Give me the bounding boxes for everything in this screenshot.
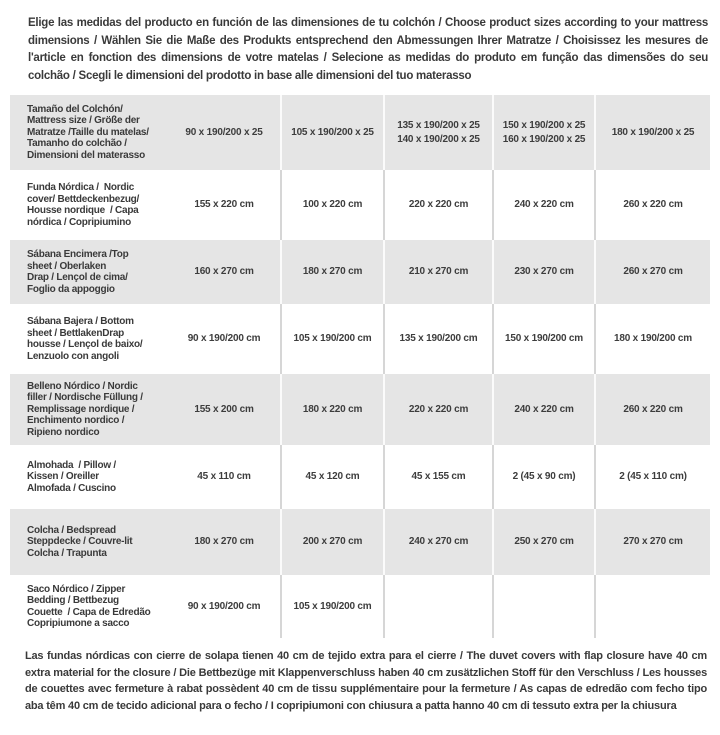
size-cell: 180 x 190/200 x 25: [594, 95, 710, 170]
table-row-mattress-size: Tamaño del Colchón/ Mattress size / Größ…: [10, 95, 710, 170]
size-cell: 260 x 220 cm: [594, 374, 710, 445]
size-cell: 90 x 190/200 cm: [187, 333, 261, 345]
size-cell: 180 x 270 cm: [194, 536, 254, 548]
size-cell: 155 x 220 cm: [194, 199, 254, 211]
size-cell: 240 x 220 cm: [492, 374, 594, 445]
size-cell: 180 x 270 cm: [280, 240, 383, 304]
size-cell: 45 x 110 cm: [197, 471, 251, 483]
size-cell: 105 x 190/200 x 25: [280, 95, 383, 170]
table-row-zipper-bedding: Saco Nórdico / Zipper Bedding / Bettbezu…: [10, 575, 710, 638]
size-cell: 250 x 270 cm: [492, 509, 594, 575]
size-cell: 90 x 190/200 cm: [187, 600, 261, 612]
size-cell: 180 x 190/200 cm: [594, 304, 710, 374]
row-label: Funda Nórdica / Nordic cover/ Bettdecken…: [27, 182, 140, 228]
size-cell: 210 x 270 cm: [383, 240, 492, 304]
size-cell: 135 x 190/200 x 25 140 x 190/200 x 25: [383, 95, 492, 170]
size-cell: 150 x 190/200 cm: [492, 304, 594, 374]
size-cell: 105 x 190/200 cm: [280, 304, 383, 374]
size-cell: 180 x 220 cm: [280, 374, 383, 445]
table-row-nordic-filler: Belleno Nórdico / Nordic filler / Nordis…: [10, 374, 710, 445]
row-label: Tamaño del Colchón/ Mattress size / Größ…: [27, 103, 149, 161]
size-cell: 230 x 270 cm: [492, 240, 594, 304]
table-row-nordic-cover: Funda Nórdica / Nordic cover/ Bettdecken…: [10, 170, 710, 240]
size-cell: 155 x 200 cm: [194, 403, 254, 415]
size-cell: 160 x 270 cm: [194, 266, 254, 278]
table-row-bottom-sheet: Sábana Bajera / Bottom sheet / Bettlaken…: [10, 304, 710, 374]
size-cell: 220 x 220 cm: [383, 170, 492, 240]
size-cell: 240 x 220 cm: [492, 170, 594, 240]
row-label: Almohada / Pillow / Kissen / Oreiller Al…: [27, 459, 116, 494]
row-label: Sábana Encimera /Top sheet / Oberlaken D…: [27, 249, 129, 295]
intro-text: Elige las medidas del producto en funció…: [28, 17, 708, 82]
size-cell: 2 (45 x 90 cm): [492, 445, 594, 509]
size-cell: 45 x 155 cm: [383, 445, 492, 509]
size-cell: 90 x 190/200 x 25: [185, 126, 263, 138]
product-size-chart: Elige las medidas del producto en funció…: [0, 15, 720, 735]
size-cell: 2 (45 x 110 cm): [594, 445, 710, 509]
size-cell: 260 x 270 cm: [594, 240, 710, 304]
table-row-top-sheet: Sábana Encimera /Top sheet / Oberlaken D…: [10, 240, 710, 304]
row-label: Saco Nórdico / Zipper Bedding / Bettbezu…: [27, 583, 151, 630]
size-cell: 260 x 220 cm: [594, 170, 710, 240]
size-cell: 100 x 220 cm: [280, 170, 383, 240]
table-row-bedspread: Colcha / Bedspread Steppdecke / Couvre-l…: [10, 509, 710, 575]
flap-closure-note: Las fundas nórdicas con cierre de solapa…: [25, 650, 707, 712]
size-cell: 135 x 190/200 cm: [383, 304, 492, 374]
size-cell: [594, 575, 710, 638]
size-cell: 200 x 270 cm: [280, 509, 383, 575]
size-cell: 220 x 220 cm: [383, 374, 492, 445]
size-cell: 150 x 190/200 x 25 160 x 190/200 x 25: [492, 95, 594, 170]
row-label: Belleno Nórdico / Nordic filler / Nordis…: [27, 380, 143, 438]
size-cell: 45 x 120 cm: [280, 445, 383, 509]
table-row-pillow: Almohada / Pillow / Kissen / Oreiller Al…: [10, 445, 710, 509]
row-label: Colcha / Bedspread Steppdecke / Couvre-l…: [27, 524, 133, 559]
size-cell: 240 x 270 cm: [383, 509, 492, 575]
size-cell: [492, 575, 594, 638]
size-table: Tamaño del Colchón/ Mattress size / Größ…: [10, 95, 710, 638]
size-cell: 270 x 270 cm: [594, 509, 710, 575]
row-label: Sábana Bajera / Bottom sheet / Bettlaken…: [27, 316, 143, 362]
size-cell: [383, 575, 492, 638]
size-cell: 105 x 190/200 cm: [280, 575, 383, 638]
